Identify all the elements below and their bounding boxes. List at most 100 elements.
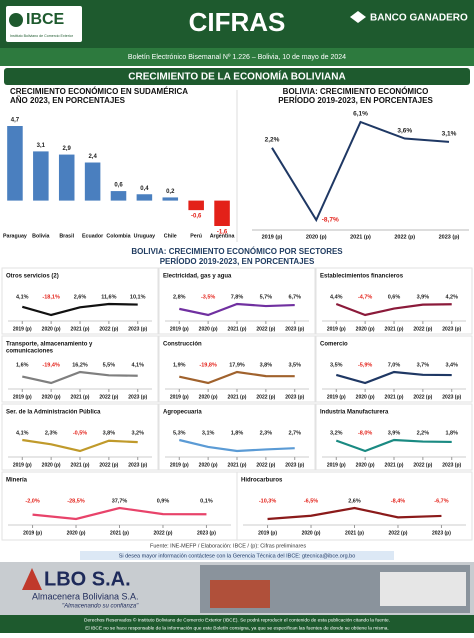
x-tick-label: 2022 (p) xyxy=(413,326,432,332)
x-tick-label: 2019 (p) xyxy=(13,326,32,332)
ad-logo xyxy=(22,568,42,590)
bar xyxy=(84,162,101,201)
data-label: -2,0% xyxy=(25,498,39,504)
data-label: 3,5% xyxy=(330,362,343,368)
chart-title: Comercio xyxy=(320,342,348,348)
data-label: 16,2% xyxy=(72,362,88,368)
x-tick-label: 2019 (p) xyxy=(327,394,346,400)
chart-title: Minería xyxy=(6,478,28,484)
data-label: 1,8% xyxy=(445,430,458,436)
x-tick-label: 2021 (p) xyxy=(228,462,247,468)
panel xyxy=(158,267,316,335)
data-label: 3,6% xyxy=(397,127,412,134)
panel xyxy=(315,267,473,335)
data-label: 3,1% xyxy=(202,430,215,436)
chart-title: Industria Manufacturera xyxy=(320,410,389,416)
chart-title: Construcción xyxy=(163,342,202,348)
x-tick-label: 2023 (p) xyxy=(442,462,461,468)
x-tick-label: 2023 (p) xyxy=(285,326,304,332)
line xyxy=(22,370,138,385)
source: Fuente: INE-MEFP / Elaboración: IBCE / (… xyxy=(150,543,306,549)
x-tick-label: 2021 (p) xyxy=(71,326,90,332)
chart-title: comunicaciones xyxy=(6,349,54,355)
data-label: 4,1% xyxy=(16,430,29,436)
section-bar xyxy=(4,68,470,85)
x-tick-label: 2023 (p) xyxy=(128,326,147,332)
bar xyxy=(33,151,49,201)
x-tick-label: Bolivia xyxy=(32,233,49,239)
panel xyxy=(1,403,159,471)
line xyxy=(21,302,138,317)
x-tick-label: 2022 (p) xyxy=(256,326,275,332)
data-label: 4,4% xyxy=(330,294,343,300)
bar xyxy=(7,126,23,201)
section-title: CRECIMIENTO DE LA ECONOMÍA BOLIVIANA xyxy=(128,70,345,83)
line xyxy=(179,302,295,317)
data-label: 3,2% xyxy=(131,430,144,436)
x-tick-label: 2020 (p) xyxy=(42,326,61,332)
line xyxy=(271,120,450,223)
data-label: -6,5% xyxy=(304,498,318,504)
data-label: 0,4 xyxy=(140,186,149,192)
data-label: 2,3% xyxy=(260,430,273,436)
data-label: 1,9% xyxy=(173,362,186,368)
logo-icon xyxy=(9,13,23,27)
data-label: -18,1% xyxy=(42,294,60,300)
data-label: 1,8% xyxy=(231,430,244,436)
data-label: -3,5% xyxy=(201,294,215,300)
x-tick-label: 2022 (p) xyxy=(99,326,118,332)
data-label: 2,8% xyxy=(173,294,186,300)
x-tick-label: 2023 (p) xyxy=(128,394,147,400)
data-label: 5,5% xyxy=(103,362,116,368)
x-tick-label: 2020 (p) xyxy=(199,394,218,400)
x-tick-label: 2020 (p) xyxy=(306,234,327,240)
data-label: 2,6% xyxy=(348,498,361,504)
bar xyxy=(188,200,204,211)
data-label: 3,1 xyxy=(37,143,46,149)
x-tick-label: 2019 (p) xyxy=(170,462,189,468)
subtitle: Boletín Electrónico Bisemanal Nº 1.226 –… xyxy=(128,54,346,61)
x-tick-label: 2021 (p) xyxy=(71,462,90,468)
line xyxy=(22,438,138,453)
footer-text: El IBCE no se hace responsable de la inf… xyxy=(85,625,388,631)
x-tick-label: 2019 (p) xyxy=(13,462,32,468)
data-label: 0,6% xyxy=(388,294,401,300)
ad-photo-shape xyxy=(210,580,270,608)
x-tick-label: 2022 (p) xyxy=(394,234,415,240)
x-tick-label: 2022 (p) xyxy=(413,462,432,468)
chart-title: Transporte, almacenamiento y xyxy=(6,342,93,348)
data-label: 3,1% xyxy=(442,131,457,138)
x-tick-label: 2023 (p) xyxy=(442,394,461,400)
data-label: -6,7% xyxy=(434,498,448,504)
bar xyxy=(136,194,153,201)
line xyxy=(32,506,207,521)
data-label: 4,1% xyxy=(131,362,144,368)
x-tick-label: 2019 (p) xyxy=(258,530,277,536)
data-label: 6,7% xyxy=(288,294,301,300)
data-label: -0,6 xyxy=(191,214,202,220)
data-label: 3,7% xyxy=(417,362,430,368)
x-tick-label: 2021 (p) xyxy=(350,234,371,240)
contact-band xyxy=(80,551,394,560)
x-tick-label: 2023 (p) xyxy=(285,394,304,400)
x-tick-label: 2022 (p) xyxy=(99,394,118,400)
x-tick-label: Perú xyxy=(190,233,202,239)
x-tick-label: 2020 (p) xyxy=(199,462,218,468)
x-tick-label: 2021 (p) xyxy=(385,462,404,468)
line xyxy=(267,506,442,521)
chart-title: PERÍODO 2019-2023, EN PORCENTAJES xyxy=(278,96,433,105)
sponsor-icon xyxy=(350,11,366,23)
data-label: 2,3% xyxy=(45,430,58,436)
x-tick-label: 2022 (p) xyxy=(154,530,173,536)
data-label: 11,6% xyxy=(101,294,116,300)
bar xyxy=(162,197,179,201)
x-tick-label: 2023 (p) xyxy=(442,326,461,332)
data-label: -0,5% xyxy=(73,430,87,436)
x-tick-label: 2020 (p) xyxy=(356,326,375,332)
bar xyxy=(110,191,127,201)
panel xyxy=(158,335,316,403)
x-tick-label: 2020 (p) xyxy=(199,326,218,332)
chart-title: Electricidad, gas y agua xyxy=(163,274,232,280)
contact: Si desea mayor información contáctese co… xyxy=(119,553,356,559)
